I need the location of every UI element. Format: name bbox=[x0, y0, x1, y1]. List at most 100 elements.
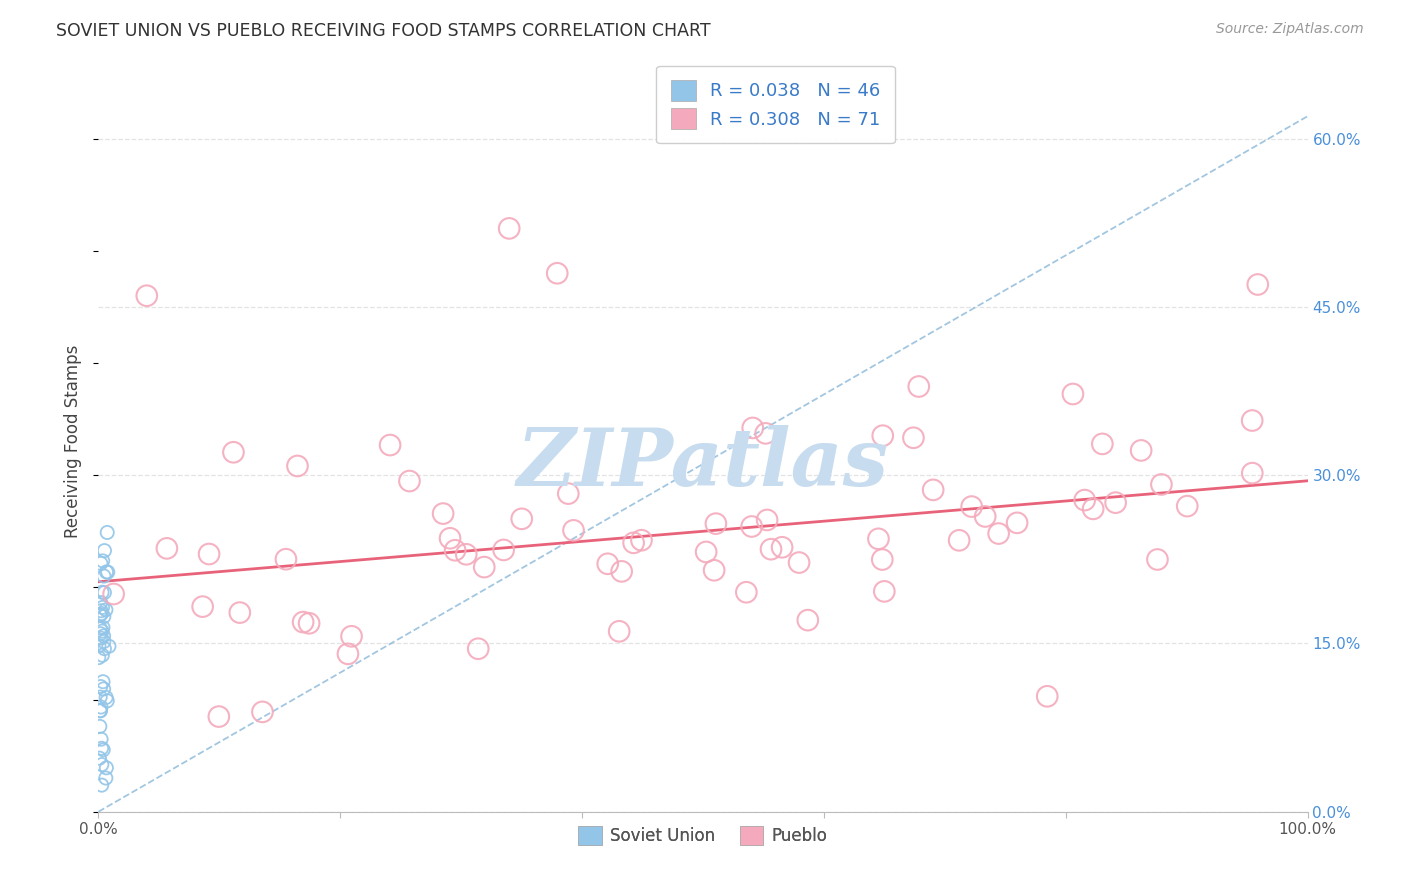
Point bbox=[787, 556, 810, 570]
Point bbox=[1062, 387, 1084, 401]
Point bbox=[90, 778, 112, 792]
Point bbox=[948, 533, 970, 548]
Point bbox=[1150, 477, 1173, 491]
Point bbox=[1104, 496, 1126, 510]
Point bbox=[1091, 437, 1114, 451]
Point bbox=[89, 621, 111, 635]
Point bbox=[229, 606, 252, 620]
Point bbox=[93, 634, 115, 648]
Point bbox=[298, 616, 321, 631]
Point bbox=[340, 629, 363, 643]
Point bbox=[93, 543, 115, 558]
Point bbox=[90, 741, 112, 756]
Point bbox=[91, 743, 114, 757]
Point bbox=[93, 641, 115, 656]
Point bbox=[89, 608, 111, 623]
Point bbox=[398, 474, 420, 488]
Point bbox=[703, 563, 725, 577]
Point bbox=[596, 557, 619, 571]
Point bbox=[97, 565, 120, 579]
Point bbox=[103, 587, 125, 601]
Point bbox=[695, 545, 717, 559]
Point bbox=[378, 438, 401, 452]
Point bbox=[610, 565, 633, 579]
Point bbox=[87, 639, 110, 653]
Point bbox=[91, 624, 114, 639]
Point bbox=[96, 565, 118, 579]
Point bbox=[498, 221, 520, 235]
Point bbox=[90, 680, 112, 694]
Point bbox=[89, 704, 111, 718]
Point bbox=[1241, 466, 1264, 480]
Point bbox=[93, 629, 115, 643]
Point bbox=[90, 596, 112, 610]
Point bbox=[90, 607, 112, 621]
Point bbox=[90, 704, 112, 718]
Point bbox=[439, 531, 461, 545]
Legend: Soviet Union, Pueblo: Soviet Union, Pueblo bbox=[572, 819, 834, 852]
Point bbox=[1073, 493, 1095, 508]
Point bbox=[755, 426, 778, 441]
Point bbox=[960, 500, 983, 514]
Point bbox=[510, 512, 533, 526]
Point bbox=[93, 681, 115, 696]
Point bbox=[868, 532, 890, 546]
Point bbox=[557, 486, 579, 500]
Point bbox=[89, 751, 111, 765]
Point bbox=[89, 690, 111, 704]
Point bbox=[96, 694, 118, 708]
Point bbox=[987, 526, 1010, 541]
Point bbox=[89, 626, 111, 640]
Point bbox=[1146, 552, 1168, 566]
Point bbox=[872, 428, 894, 442]
Point bbox=[741, 421, 763, 435]
Point bbox=[96, 761, 118, 775]
Point bbox=[292, 615, 315, 629]
Point bbox=[336, 647, 359, 661]
Point bbox=[87, 650, 110, 665]
Point bbox=[93, 609, 115, 624]
Point bbox=[91, 600, 114, 615]
Point bbox=[759, 542, 782, 557]
Point bbox=[90, 757, 112, 772]
Point bbox=[704, 516, 727, 531]
Point bbox=[91, 554, 114, 568]
Point bbox=[93, 569, 115, 583]
Point bbox=[432, 507, 454, 521]
Point bbox=[93, 585, 115, 599]
Point bbox=[91, 648, 114, 663]
Point bbox=[198, 547, 221, 561]
Point bbox=[607, 624, 630, 639]
Point bbox=[274, 552, 297, 566]
Point bbox=[90, 732, 112, 747]
Text: SOVIET UNION VS PUEBLO RECEIVING FOOD STAMPS CORRELATION CHART: SOVIET UNION VS PUEBLO RECEIVING FOOD ST… bbox=[56, 22, 711, 40]
Point bbox=[156, 541, 179, 556]
Point bbox=[252, 705, 274, 719]
Point bbox=[91, 620, 114, 634]
Point bbox=[1241, 413, 1264, 427]
Point bbox=[623, 536, 645, 550]
Point bbox=[562, 524, 585, 538]
Point bbox=[444, 543, 467, 558]
Point bbox=[94, 771, 117, 785]
Point bbox=[756, 513, 779, 527]
Point bbox=[735, 585, 758, 599]
Point bbox=[741, 519, 763, 533]
Point bbox=[1247, 277, 1270, 292]
Point bbox=[630, 533, 652, 548]
Point bbox=[907, 379, 929, 393]
Point bbox=[135, 289, 157, 303]
Point bbox=[222, 445, 245, 459]
Point bbox=[472, 560, 495, 574]
Point bbox=[94, 603, 117, 617]
Text: ZIPatlas: ZIPatlas bbox=[517, 425, 889, 502]
Point bbox=[492, 543, 515, 558]
Point bbox=[1175, 499, 1198, 513]
Point bbox=[287, 458, 309, 473]
Text: Source: ZipAtlas.com: Source: ZipAtlas.com bbox=[1216, 22, 1364, 37]
Point bbox=[1130, 443, 1153, 458]
Point bbox=[90, 700, 112, 714]
Point bbox=[872, 552, 894, 566]
Point bbox=[922, 483, 945, 497]
Point bbox=[191, 599, 214, 614]
